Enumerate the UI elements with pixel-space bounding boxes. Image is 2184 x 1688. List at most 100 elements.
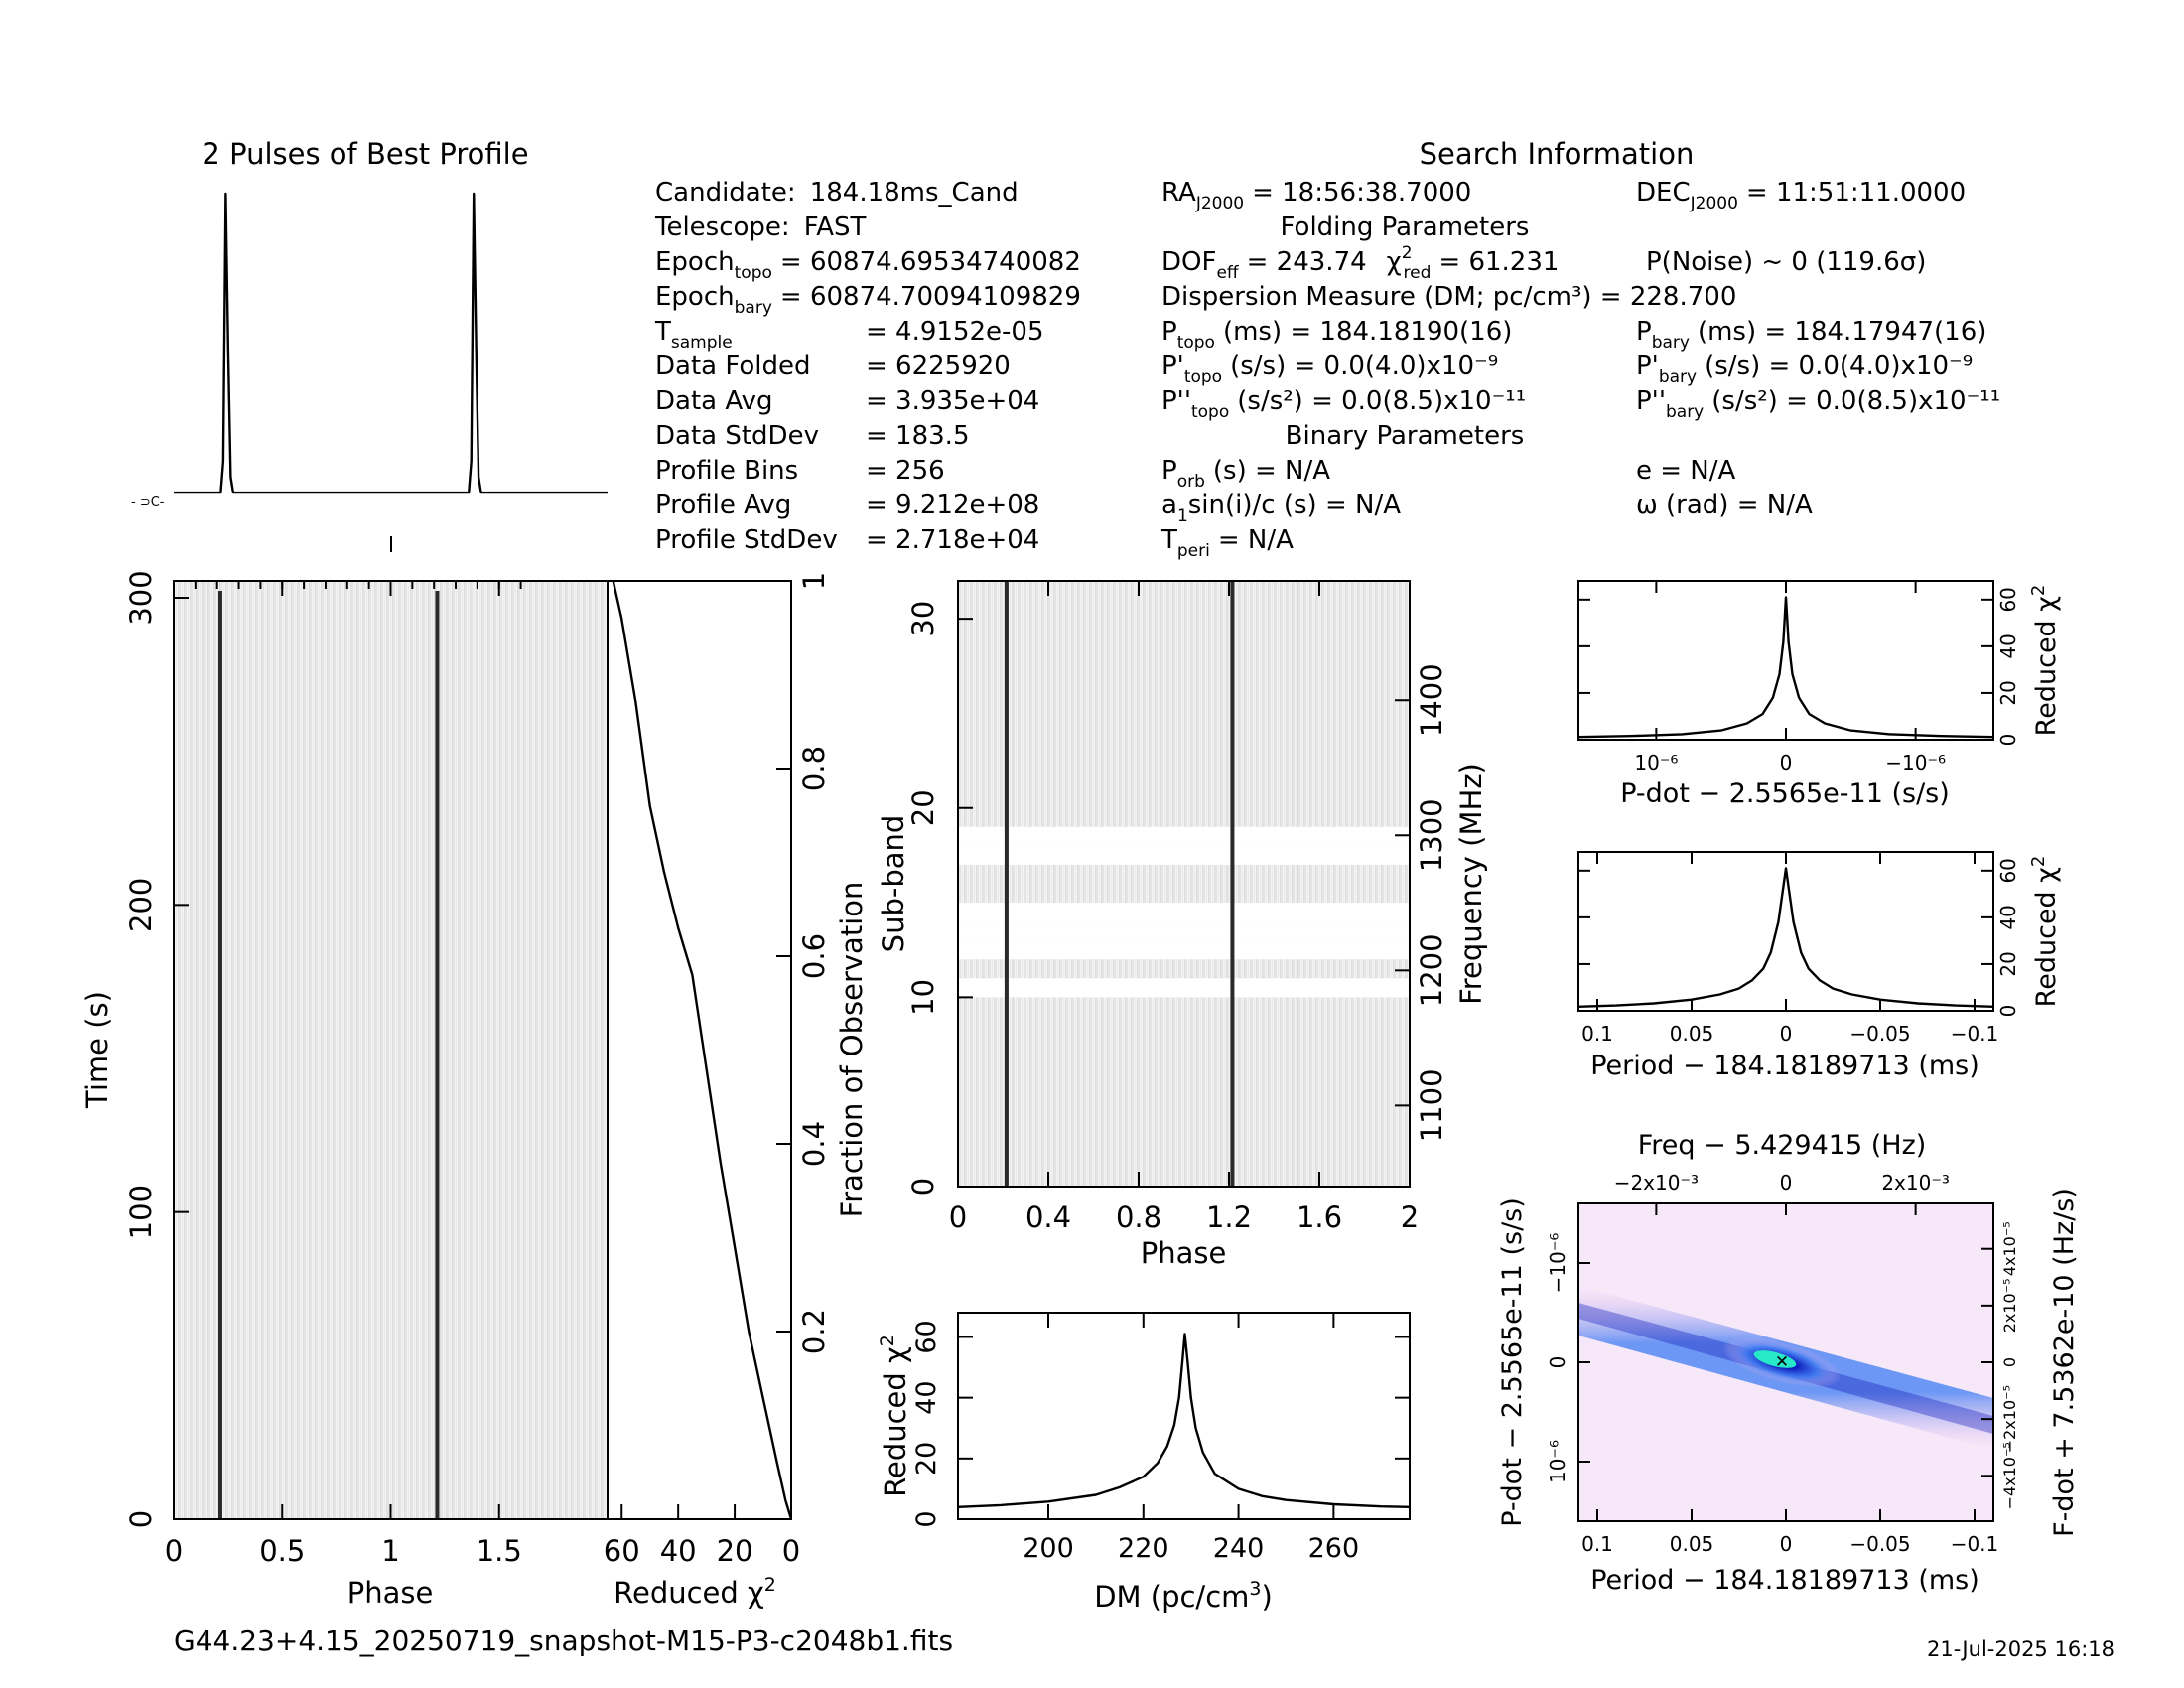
- p-pdot-plane-plot: Freq − 5.429415 (Hz) ✕ 0.1 0.05 0 −0.05 −0.1…: [1497, 1130, 2080, 1596]
- p-pdot-y2label: F-dot + 7.5362e-10 (Hz/s): [2049, 1188, 2080, 1537]
- time-phase-ytick-label: 0: [124, 1510, 158, 1528]
- period-chi2-curve: [1577, 867, 1994, 1008]
- info-tsample-value: = 4.9152e-05: [866, 317, 1044, 347]
- pdot-chi2-ylabel: Reduced χ2: [2028, 585, 2062, 737]
- dm-chi2-xlabel: DM (pc/cm3): [1094, 1578, 1273, 1614]
- time-chi2-xlabel: Reduced χ2: [614, 1574, 776, 1610]
- masked-subband: [958, 978, 1410, 998]
- info-candidate: Candidate: 184.18ms_Cand: [655, 178, 1019, 208]
- time-phase-heatmap: [174, 581, 608, 1519]
- subband-y2tick-label: 1200: [1415, 933, 1448, 1007]
- info-data-stddev-label: Data StdDev: [655, 421, 819, 451]
- p-pdot-ytick-label: 10⁻⁶: [1546, 1440, 1570, 1483]
- pdot-chi2-ytick-label: 20: [1996, 680, 2020, 705]
- p-pdot-ytick-label: −10⁻⁶: [1546, 1233, 1570, 1294]
- info-data-stddev-value: = 183.5: [866, 421, 969, 451]
- dm-ytick-label: 20: [911, 1442, 942, 1476]
- time-phase-ylabel: Time (s): [80, 991, 114, 1109]
- dm-xtick-label: 220: [1118, 1533, 1169, 1564]
- period-chi2-xlabel: Period − 184.18189713 (ms): [1590, 1051, 1979, 1081]
- info-p-bary: Pbary (ms) = 184.17947(16): [1636, 317, 1986, 352]
- info-profile-avg-label: Profile Avg: [655, 491, 791, 520]
- info-data-avg-value: = 3.935e+04: [866, 386, 1039, 416]
- time-phase-xtick-label: 0: [165, 1534, 183, 1568]
- time-phase-ytick-label: 100: [124, 1185, 158, 1239]
- info-profile-avg-value: = 9.212e+08: [866, 491, 1039, 520]
- plot-timestamp: 21-Jul-2025 16:18: [1927, 1637, 2115, 1661]
- time-chi2-ytick-label: 1: [797, 572, 831, 590]
- time-chi2-xtick-label: 60: [604, 1534, 640, 1568]
- p-pdot-x2tick-label: −2x10⁻³: [1614, 1171, 1699, 1195]
- pdot-chi2-xtick-label: 10⁻⁶: [1634, 751, 1678, 774]
- time-phase-xlabel: Phase: [347, 1576, 434, 1610]
- dm-ytick-label: 0: [911, 1510, 942, 1527]
- period-chi2-plot: 0.1 0.05 0 −0.05 −0.1 0 20 40 60 Period − 184.1…: [1577, 851, 2062, 1081]
- p-pdot-xtick-label: 0.1: [1581, 1532, 1613, 1556]
- p-pdot-xtick-label: −0.05: [1849, 1532, 1910, 1556]
- info-pd-topo: P'topo (s/s) = 0.0(4.0)x10⁻⁹: [1161, 352, 1498, 387]
- subband-ytick-label: 0: [906, 1178, 940, 1196]
- time-chi2-xtick-label: 40: [660, 1534, 697, 1568]
- subband-y2tick-label: 1100: [1415, 1068, 1448, 1142]
- time-chi2-ytick-label: 0.8: [797, 746, 831, 791]
- subband-ytick-label: 20: [906, 789, 940, 826]
- info-porb: Porb (s) = N/A: [1161, 456, 1330, 492]
- pdot-chi2-plot: 10⁻⁶ 0 −10⁻⁶ 0 20 40 60 P-dot − 2.5565e-11 (s…: [1577, 580, 2062, 809]
- profile-curve: [174, 192, 608, 494]
- p-pdot-xtick-label: 0.05: [1670, 1532, 1714, 1556]
- subband-xtick-label: 1.2: [1206, 1200, 1252, 1234]
- info-epoch-topo: Epochtopo = 60874.69534740082: [655, 247, 1081, 283]
- time-chi2-ytick-label: 0.2: [797, 1309, 831, 1354]
- pdot-chi2-xlabel: P-dot − 2.5565e-11 (s/s): [1620, 778, 1950, 809]
- pdot-chi2-curve: [1577, 596, 1994, 739]
- p-pdot-best-marker: ✕: [1775, 1352, 1789, 1372]
- p-pdot-y2tick-label: −4x10⁻⁵: [2000, 1442, 2019, 1509]
- p-pdot-ytick-label: 0: [1546, 1356, 1570, 1369]
- time-phase-xtick-label: 1.5: [477, 1534, 522, 1568]
- pdot-chi2-ytick-label: 40: [1996, 633, 2020, 658]
- info-pd-bary: P'bary (s/s) = 0.0(4.0)x10⁻⁹: [1636, 352, 1973, 387]
- dm-xtick-label: 200: [1023, 1533, 1074, 1564]
- profile-plot: - ⊃C-: [131, 192, 608, 552]
- info-tsample: Tsample: [654, 317, 733, 352]
- p-pdot-ridge: [1578, 1286, 1993, 1450]
- period-chi2-xtick-label: 0.1: [1581, 1022, 1613, 1046]
- subband-xtick-label: 0.4: [1025, 1200, 1071, 1234]
- masked-subband: [958, 845, 1410, 865]
- dm-chi2-curve: [957, 1333, 1411, 1508]
- masked-subband: [958, 826, 1410, 846]
- time-phase-xtick-label: 1: [381, 1534, 399, 1568]
- dm-chi2-ylabel: Reduced χ2: [877, 1335, 912, 1497]
- subband-ytick-label: 10: [906, 979, 940, 1016]
- info-pdd-bary: P''bary (s/s²) = 0.0(8.5)x10⁻¹¹: [1636, 386, 2000, 422]
- time-phase-ytick-label: 200: [124, 878, 158, 932]
- time-chi2-ylabel: Fraction of Observation: [835, 882, 869, 1218]
- period-chi2-xtick-label: 0: [1780, 1022, 1793, 1046]
- info-epoch-bary: Epochbary = 60874.70094109829: [655, 282, 1081, 318]
- pdot-chi2-ytick-label: 60: [1996, 587, 2020, 612]
- dm-chi2-plot: 200 220 240 260 0 20 40 60 DM (pc/cm3) Reduced…: [877, 1312, 1411, 1614]
- search-info-title: Search Information: [1420, 137, 1695, 171]
- subband-ytick-label: 30: [906, 601, 940, 637]
- dm-ytick-label: 40: [911, 1380, 942, 1414]
- dm-xtick-label: 260: [1308, 1533, 1360, 1564]
- p-pdot-y2tick-label: 2x10⁻⁵: [2000, 1278, 2019, 1333]
- subband-xtick-label: 0.8: [1116, 1200, 1161, 1234]
- subband-frame: [957, 580, 1411, 1188]
- info-eccentricity: e = N/A: [1636, 456, 1736, 486]
- subband-xlabel: Phase: [1141, 1236, 1227, 1270]
- pdot-chi2-xtick-label: 0: [1780, 751, 1793, 774]
- info-dof-chi: DOFeff = 243.74 χ2 red = 61.231: [1161, 243, 1559, 283]
- subband-y2tick-label: 1300: [1415, 798, 1448, 872]
- time-chi2-xtick-label: 20: [717, 1534, 753, 1568]
- info-ra: RAJ2000 = 18:56:38.7000: [1161, 178, 1471, 213]
- info-pnoise: P(Noise) ~ 0 (119.6σ): [1646, 247, 1926, 277]
- info-pdd-topo: P''topo (s/s²) = 0.0(8.5)x10⁻¹¹: [1161, 386, 1526, 422]
- time-phase-ytick-label: 300: [124, 570, 158, 625]
- profile-title: 2 Pulses of Best Profile: [202, 137, 528, 171]
- info-omega: ω (rad) = N/A: [1636, 491, 1813, 520]
- profile-offset-marker: - ⊃C-: [131, 495, 165, 510]
- period-chi2-ytick-label: 60: [1996, 858, 2020, 883]
